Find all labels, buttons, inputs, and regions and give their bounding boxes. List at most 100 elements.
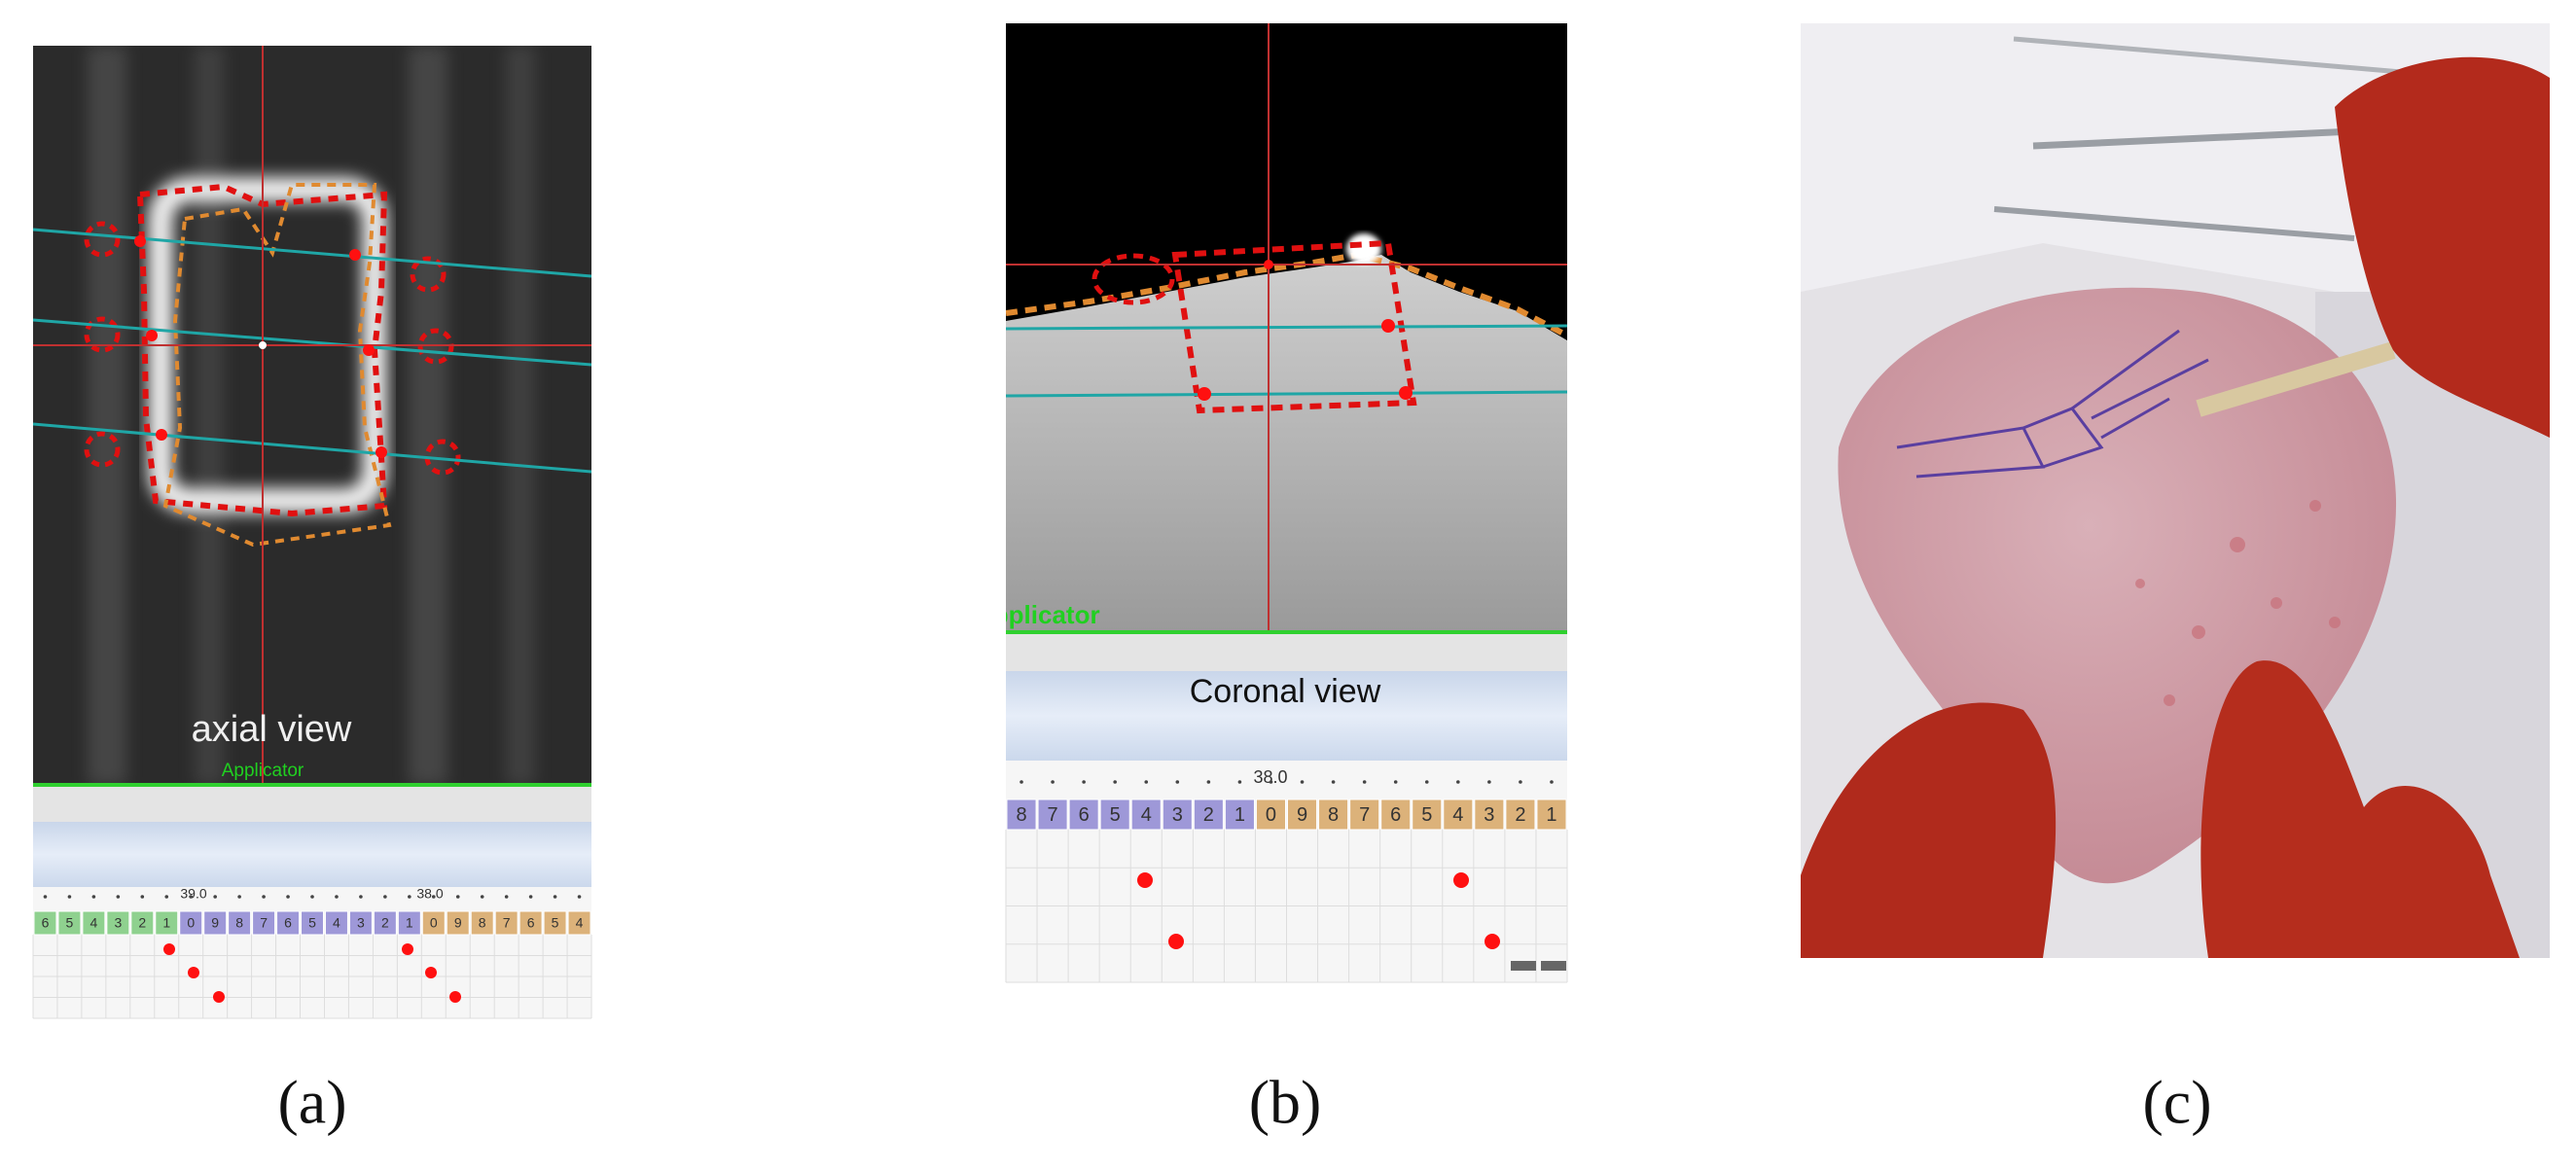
channel-number: 8: [479, 915, 486, 931]
ruler-dot: [1113, 780, 1117, 784]
photo: [1801, 23, 2550, 958]
ruler-dot: [1082, 780, 1086, 784]
channel-cell: [348, 910, 373, 936]
channel-cell: [1006, 798, 1037, 831]
ruler-dot: [1393, 780, 1398, 784]
ruler-dot: [1175, 780, 1180, 784]
channel-cell: [130, 910, 155, 936]
channel-number: 9: [454, 915, 462, 931]
channel-number: 3: [1172, 804, 1183, 826]
channel-number: 8: [235, 915, 243, 931]
channel-cell: [155, 910, 179, 936]
channel-number: 7: [1048, 804, 1058, 826]
channel-cell: [1287, 798, 1318, 831]
channel-cell: [567, 910, 591, 936]
channel-cell: [179, 910, 203, 936]
channel-number: 4: [1452, 804, 1463, 826]
ruler-dot: [383, 895, 387, 899]
channel-number: 4: [89, 915, 97, 931]
ruler-dot: [1424, 780, 1429, 784]
channel-cell: [1193, 798, 1224, 831]
channel-number: 2: [1203, 804, 1214, 826]
channel-cell: [1255, 798, 1287, 831]
ruler-dot: [480, 895, 484, 899]
channel-cell: [203, 910, 228, 936]
channel-number: 8: [1016, 804, 1026, 826]
channel-number: 3: [114, 915, 122, 931]
channel-number: 1: [162, 915, 170, 931]
ruler-mark: 38.0: [1253, 767, 1287, 787]
ruler-dot: [1020, 780, 1023, 784]
channel-cell: [1037, 798, 1068, 831]
ruler-dot: [213, 895, 217, 899]
channel-cell: [1224, 798, 1255, 831]
channel-number: 3: [1484, 804, 1494, 826]
ruler-dot: [91, 895, 96, 899]
channel-cell: [470, 910, 494, 936]
channel-number: 2: [138, 915, 146, 931]
applicator-label: Applicator: [222, 761, 304, 781]
ruler-dot: [140, 895, 145, 899]
channel-cell: [1318, 798, 1349, 831]
ruler-dot: [237, 895, 241, 899]
ruler-dot: [577, 895, 582, 899]
channel-number: 0: [1266, 804, 1276, 826]
channel-number: 5: [1421, 804, 1432, 826]
channel-cell: [421, 910, 446, 936]
channel-number: 6: [42, 915, 50, 931]
channel-number: 2: [381, 915, 389, 931]
channel-cell: [82, 910, 106, 936]
channel-number: 9: [1297, 804, 1307, 826]
channel-number: 5: [308, 915, 316, 931]
channel-cell: [1474, 798, 1505, 831]
channel-cell: [519, 910, 543, 936]
channel-cell: [373, 910, 397, 936]
view-caption: Coronal view: [1190, 673, 1381, 710]
channel-number: 5: [1110, 804, 1121, 826]
ruler-dot: [504, 895, 509, 899]
panel-label: (a): [277, 1068, 346, 1137]
ruler-dot: [164, 895, 169, 899]
channel-number: 8: [1328, 804, 1339, 826]
ruler-dot: [359, 895, 363, 899]
channel-cell: [1443, 798, 1474, 831]
channel-cell: [57, 910, 82, 936]
ruler-dot: [1300, 780, 1305, 784]
channel-number: 1: [406, 915, 413, 931]
applicator-label: Applicator: [975, 600, 1100, 629]
channel-cell: [446, 910, 470, 936]
channel-number: 6: [527, 915, 535, 931]
panel-label: (c): [2142, 1068, 2211, 1137]
ruler-dot: [335, 895, 339, 899]
ruler-dot: [1550, 780, 1554, 784]
channel-cell: [228, 910, 252, 936]
ruler-dot: [67, 895, 72, 899]
channel-number: 4: [333, 915, 340, 931]
ruler-dot: [116, 895, 121, 899]
coronal-image: Applicator: [975, 23, 1567, 632]
channel-cell: [1162, 798, 1193, 831]
channel-cell: [1349, 798, 1380, 831]
ruler-dot: [310, 895, 314, 899]
channel-number: 5: [66, 915, 74, 931]
channel-cell: [494, 910, 519, 936]
channel-number: 3: [357, 915, 365, 931]
ruler-mark: 39.0: [180, 886, 206, 902]
channel-number: 7: [1359, 804, 1370, 826]
ruler-dot: [1269, 780, 1273, 784]
channel-number: 2: [1515, 804, 1525, 826]
channel-number: 4: [1141, 804, 1152, 826]
ruler-mark: 38.0: [416, 886, 443, 902]
ruler-dot: [262, 895, 266, 899]
channel-cell: [106, 910, 130, 936]
channel-cell: [276, 910, 301, 936]
ruler-dot: [1456, 780, 1460, 784]
ruler-dot: [455, 895, 460, 899]
ruler-dot: [1051, 780, 1055, 784]
channel-cell: [1505, 798, 1536, 831]
ruler-dot: [1487, 780, 1491, 784]
ruler-dot: [553, 895, 557, 899]
channel-number: 7: [260, 915, 268, 931]
ruler-dot: [408, 895, 411, 899]
